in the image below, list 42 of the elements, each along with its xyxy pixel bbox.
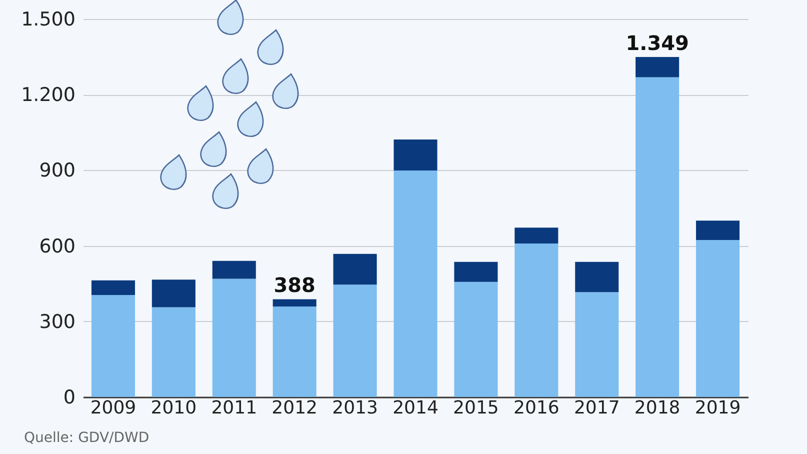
bar: [696, 220, 740, 240]
y-tick-label: 1.500: [21, 8, 76, 30]
bar: [333, 254, 377, 285]
x-tick-label: 2015: [453, 398, 499, 418]
bar: [454, 282, 498, 397]
x-tick-label: 2010: [150, 398, 197, 418]
x-tick-label: 2016: [514, 398, 560, 418]
x-tick-label: 2018: [634, 398, 680, 418]
bar: [212, 278, 256, 397]
bar: [91, 280, 135, 295]
source-note: Quelle: GDV/DWD: [24, 430, 150, 446]
x-tick-label: 2019: [694, 398, 741, 418]
x-tick-label: 2011: [211, 398, 258, 418]
bar: [152, 307, 196, 397]
bar: [454, 262, 498, 282]
bar: [636, 77, 680, 397]
y-tick-label: 300: [39, 310, 76, 333]
x-tick-label: 2017: [574, 398, 620, 418]
total-label: 1.349: [626, 31, 689, 56]
bar: [272, 306, 316, 397]
bar: [575, 292, 619, 397]
bar: [575, 262, 619, 292]
bar: [514, 228, 558, 244]
x-tick-label: 2009: [90, 398, 136, 418]
x-tick-label: 2012: [272, 398, 318, 418]
x-tick-label: 2014: [392, 398, 438, 418]
total-label: 388: [274, 273, 316, 298]
x-tick-label: 2013: [332, 398, 378, 418]
bar: [514, 244, 558, 397]
bar: [272, 299, 316, 307]
bar: [91, 294, 135, 397]
bar: [696, 240, 740, 397]
bar: [636, 57, 680, 78]
bar: [152, 280, 196, 308]
bar: [212, 260, 256, 279]
y-tick-label: 0: [63, 386, 76, 408]
y-tick-label: 600: [39, 235, 76, 258]
bar: [394, 139, 438, 170]
y-tick-label: 1.200: [21, 84, 76, 106]
y-tick-label: 900: [39, 160, 76, 182]
bar: [333, 284, 377, 397]
bar: [394, 170, 438, 397]
